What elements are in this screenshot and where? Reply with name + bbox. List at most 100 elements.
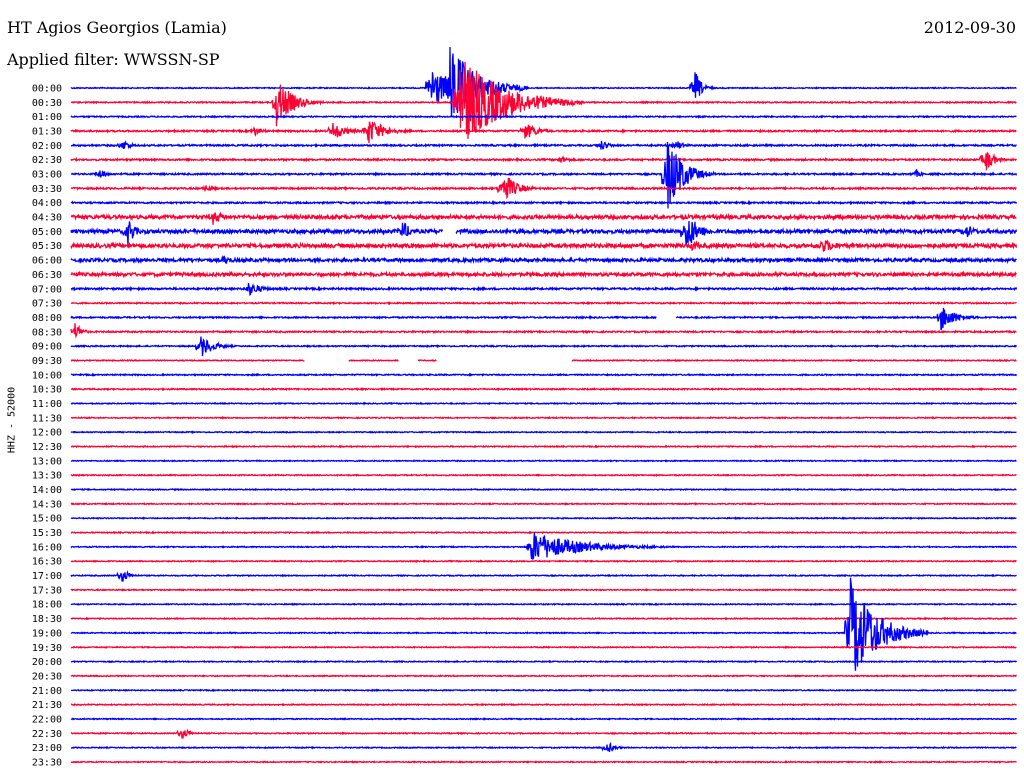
- trace-row-0000: [70, 46, 1017, 117]
- row-tick-1930: 19:30: [32, 643, 62, 654]
- trace-row-1900: [70, 577, 1017, 671]
- row-tick-1730: 17:30: [32, 585, 62, 596]
- trace-row-2000: [71, 659, 1017, 664]
- trace-row-0400: [70, 200, 1018, 206]
- trace-row-1530: [70, 530, 1017, 535]
- plot-date: 2012-09-30: [923, 18, 1016, 37]
- row-tick-1230: 12:30: [32, 442, 62, 453]
- trace-row-0330: [70, 177, 1017, 200]
- station-title: HT Agios Georgios (Lamia): [7, 18, 227, 37]
- trace-row-1830: [70, 616, 1017, 621]
- trace-row-1000: [70, 372, 1018, 378]
- row-tick-0800: 08:00: [32, 313, 62, 324]
- trace-row-0930: [70, 358, 1017, 363]
- row-tick-2000: 20:00: [32, 657, 62, 668]
- trace-row-1330: [70, 473, 1017, 478]
- row-tick-0430: 04:30: [32, 213, 62, 224]
- row-tick-1530: 15:30: [32, 528, 62, 539]
- row-tick-1700: 17:00: [32, 571, 62, 582]
- row-tick-1130: 11:30: [32, 413, 62, 424]
- row-tick-1830: 18:30: [32, 614, 62, 625]
- trace-rows: [70, 46, 1018, 764]
- filter-label: Applied filter: WWSSN-SP: [7, 50, 220, 69]
- trace-row-1430: [70, 502, 1017, 506]
- row-tick-0230: 02:30: [32, 155, 62, 166]
- trace-row-0230: [70, 151, 1017, 171]
- trace-row-0030: [70, 61, 1017, 139]
- trace-row-1500: [70, 516, 1017, 521]
- trace-row-0100: [70, 114, 1017, 119]
- trace-row-1930: [71, 645, 1017, 650]
- trace-row-0500: [70, 220, 1018, 247]
- row-tick-0630: 06:30: [32, 270, 62, 281]
- trace-row-0130: [70, 121, 1017, 144]
- trace-row-1800: [70, 602, 1017, 607]
- trace-row-0830: [70, 323, 1017, 339]
- row-tick-1330: 13:30: [32, 471, 62, 482]
- trace-row-1700: [70, 570, 1017, 582]
- trace-row-1030: [70, 386, 1017, 392]
- row-tick-1300: 13:00: [32, 456, 62, 467]
- trace-row-2230: [70, 728, 1018, 739]
- trace-row-2030: [70, 674, 1018, 678]
- row-tick-0900: 09:00: [32, 342, 62, 353]
- trace-row-2330: [70, 760, 1017, 764]
- trace-row-1600: [70, 532, 1017, 561]
- row-tick-0500: 05:00: [32, 227, 62, 238]
- row-tick-0330: 03:30: [32, 184, 62, 195]
- row-tick-1800: 18:00: [32, 600, 62, 611]
- row-tick-1630: 16:30: [32, 557, 62, 568]
- trace-row-0530: [70, 239, 1018, 252]
- row-tick-2300: 23:00: [32, 743, 62, 754]
- row-tick-labels: 00:00 00:30 01:00 01:30 02:00 02:30 03:00 03:30…: [32, 84, 62, 769]
- trace-row-1300: [70, 458, 1017, 463]
- row-tick-1400: 14:00: [32, 485, 62, 496]
- row-tick-0930: 09:30: [32, 356, 62, 367]
- row-tick-1900: 19:00: [32, 628, 62, 639]
- row-tick-0200: 02:00: [32, 141, 62, 152]
- trace-row-1630: [70, 559, 1017, 564]
- row-tick-1500: 15:00: [32, 514, 62, 525]
- trace-row-0700: [70, 282, 1018, 296]
- row-tick-1200: 12:00: [32, 428, 62, 439]
- trace-row-2200: [70, 717, 1017, 721]
- row-tick-2130: 21:30: [32, 700, 62, 711]
- row-tick-0100: 01:00: [32, 112, 62, 123]
- trace-row-1400: [70, 487, 1017, 492]
- row-tick-0730: 07:30: [32, 299, 62, 310]
- row-tick-0000: 00:00: [32, 84, 62, 95]
- trace-row-0600: [70, 255, 1017, 265]
- row-tick-0130: 01:30: [32, 127, 62, 138]
- row-tick-1100: 11:00: [32, 399, 62, 410]
- row-tick-0700: 07:00: [32, 284, 62, 295]
- row-tick-2230: 22:30: [32, 729, 62, 740]
- trace-row-0900: [70, 336, 1018, 357]
- row-tick-0830: 08:30: [32, 327, 62, 338]
- row-tick-1030: 10:30: [32, 385, 62, 396]
- trace-row-0630: [70, 270, 1017, 279]
- trace-row-0200: [71, 140, 1017, 150]
- row-tick-2030: 20:30: [32, 671, 62, 682]
- trace-row-1100: [70, 401, 1017, 406]
- trace-row-1200: [70, 430, 1017, 435]
- row-tick-1430: 14:30: [32, 499, 62, 510]
- trace-row-2300: [71, 741, 1017, 753]
- trace-row-1130: [70, 415, 1017, 420]
- trace-row-1230: [70, 444, 1017, 449]
- trace-row-0800: [70, 307, 1017, 331]
- row-tick-0600: 06:00: [32, 256, 62, 267]
- row-tick-1600: 16:00: [32, 542, 62, 553]
- row-tick-1000: 10:00: [32, 370, 62, 381]
- row-tick-2100: 21:00: [32, 686, 62, 697]
- trace-row-2100: [70, 688, 1017, 693]
- trace-row-0730: [70, 300, 1017, 306]
- row-tick-2200: 22:00: [32, 714, 62, 725]
- trace-row-0300: [70, 141, 1018, 209]
- trace-row-2130: [71, 702, 1017, 707]
- row-tick-0030: 00:30: [32, 98, 62, 109]
- row-tick-2330: 23:30: [32, 757, 62, 768]
- row-tick-0300: 03:00: [32, 170, 62, 181]
- row-tick-0530: 05:30: [32, 241, 62, 252]
- trace-row-0430: [70, 211, 1017, 225]
